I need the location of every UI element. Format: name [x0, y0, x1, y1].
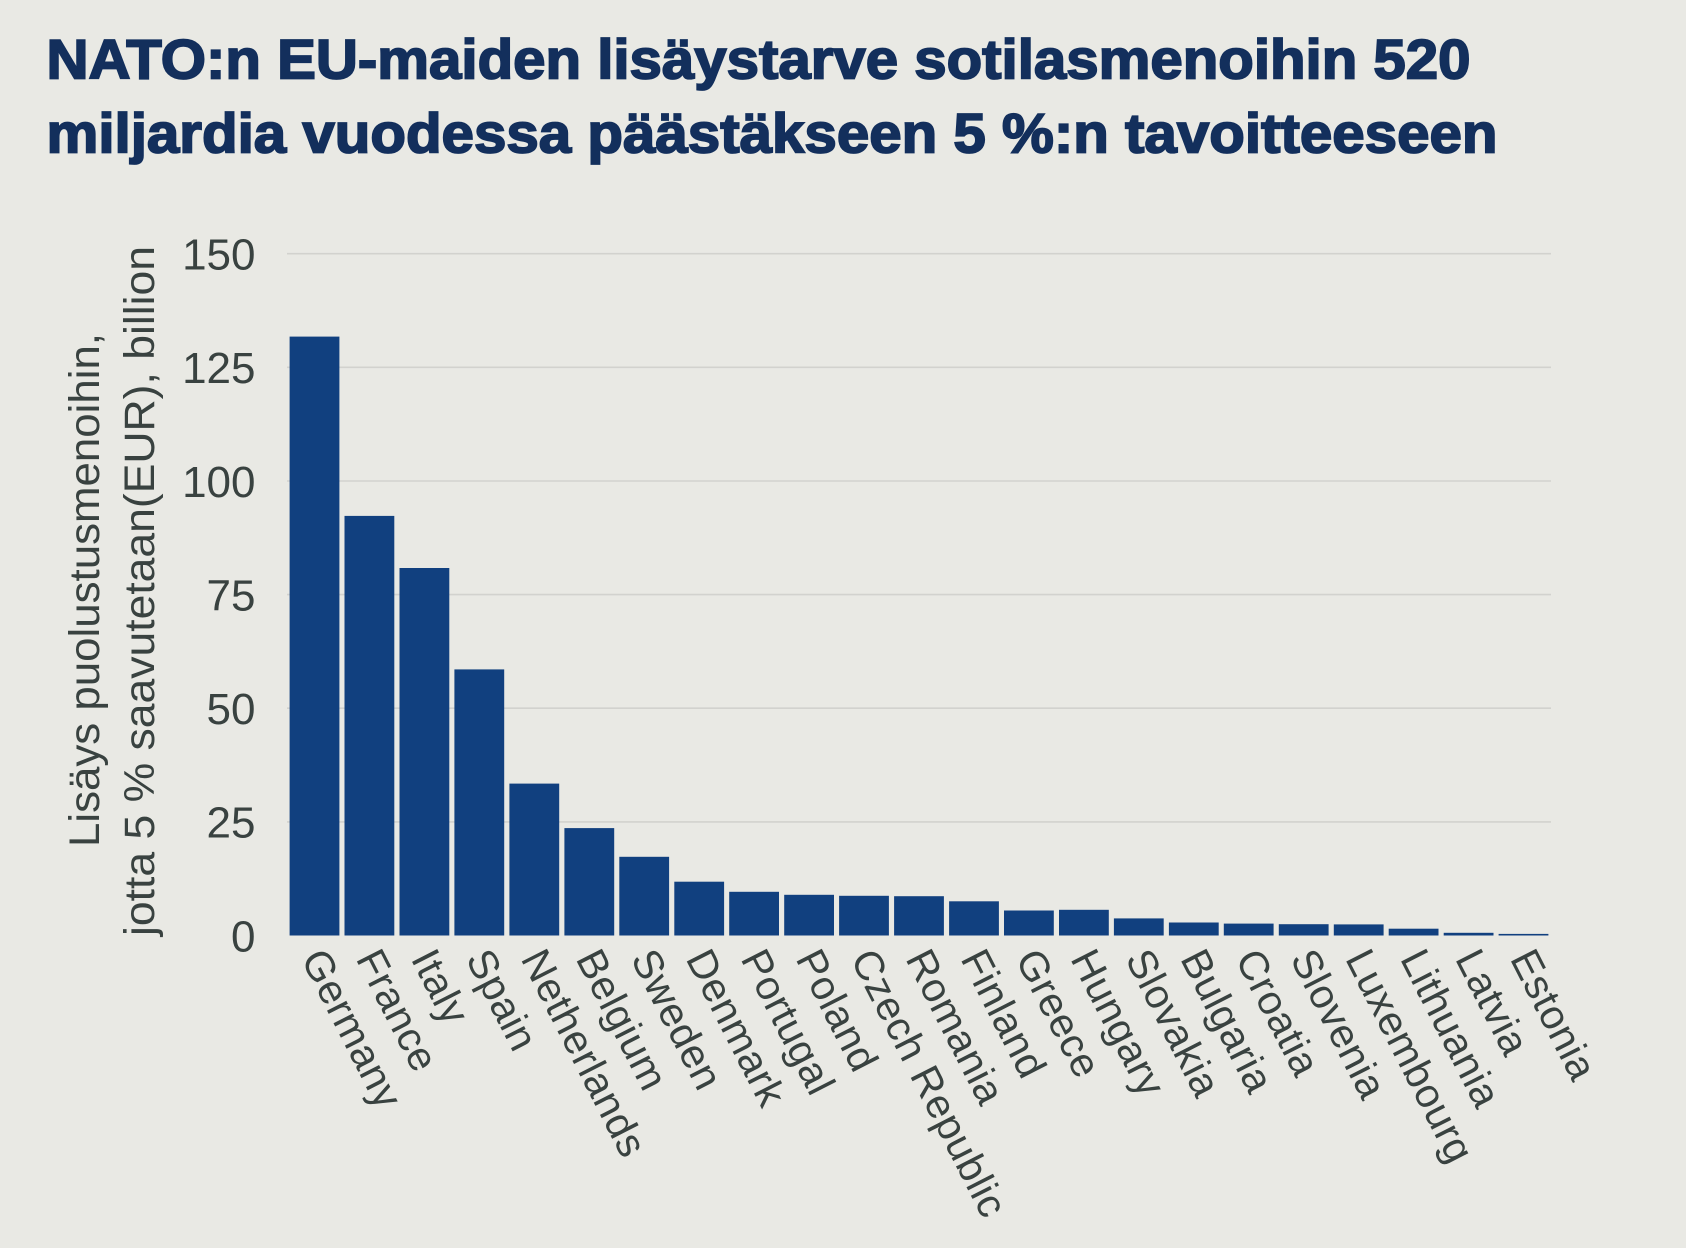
- svg-text:75: 75: [207, 571, 256, 620]
- svg-text:150: 150: [182, 231, 255, 280]
- svg-text:miljardia vuodessa päästäkseen: miljardia vuodessa päästäkseen 5 %:n tav…: [47, 102, 1498, 165]
- svg-text:125: 125: [182, 344, 255, 393]
- svg-text:25: 25: [207, 799, 256, 848]
- svg-text:0: 0: [231, 912, 255, 961]
- svg-text:jotta 5 % saavutetaan(EUR), bi: jotta 5 % saavutetaan(EUR), billion: [116, 246, 164, 938]
- svg-text:50: 50: [207, 685, 256, 734]
- svg-text:NATO:n EU-maiden lisäystarve s: NATO:n EU-maiden lisäystarve sotilasmeno…: [47, 28, 1471, 91]
- svg-text:Lisäys puolustusmenoihin,: Lisäys puolustusmenoihin,: [61, 333, 109, 847]
- svg-text:100: 100: [182, 458, 255, 507]
